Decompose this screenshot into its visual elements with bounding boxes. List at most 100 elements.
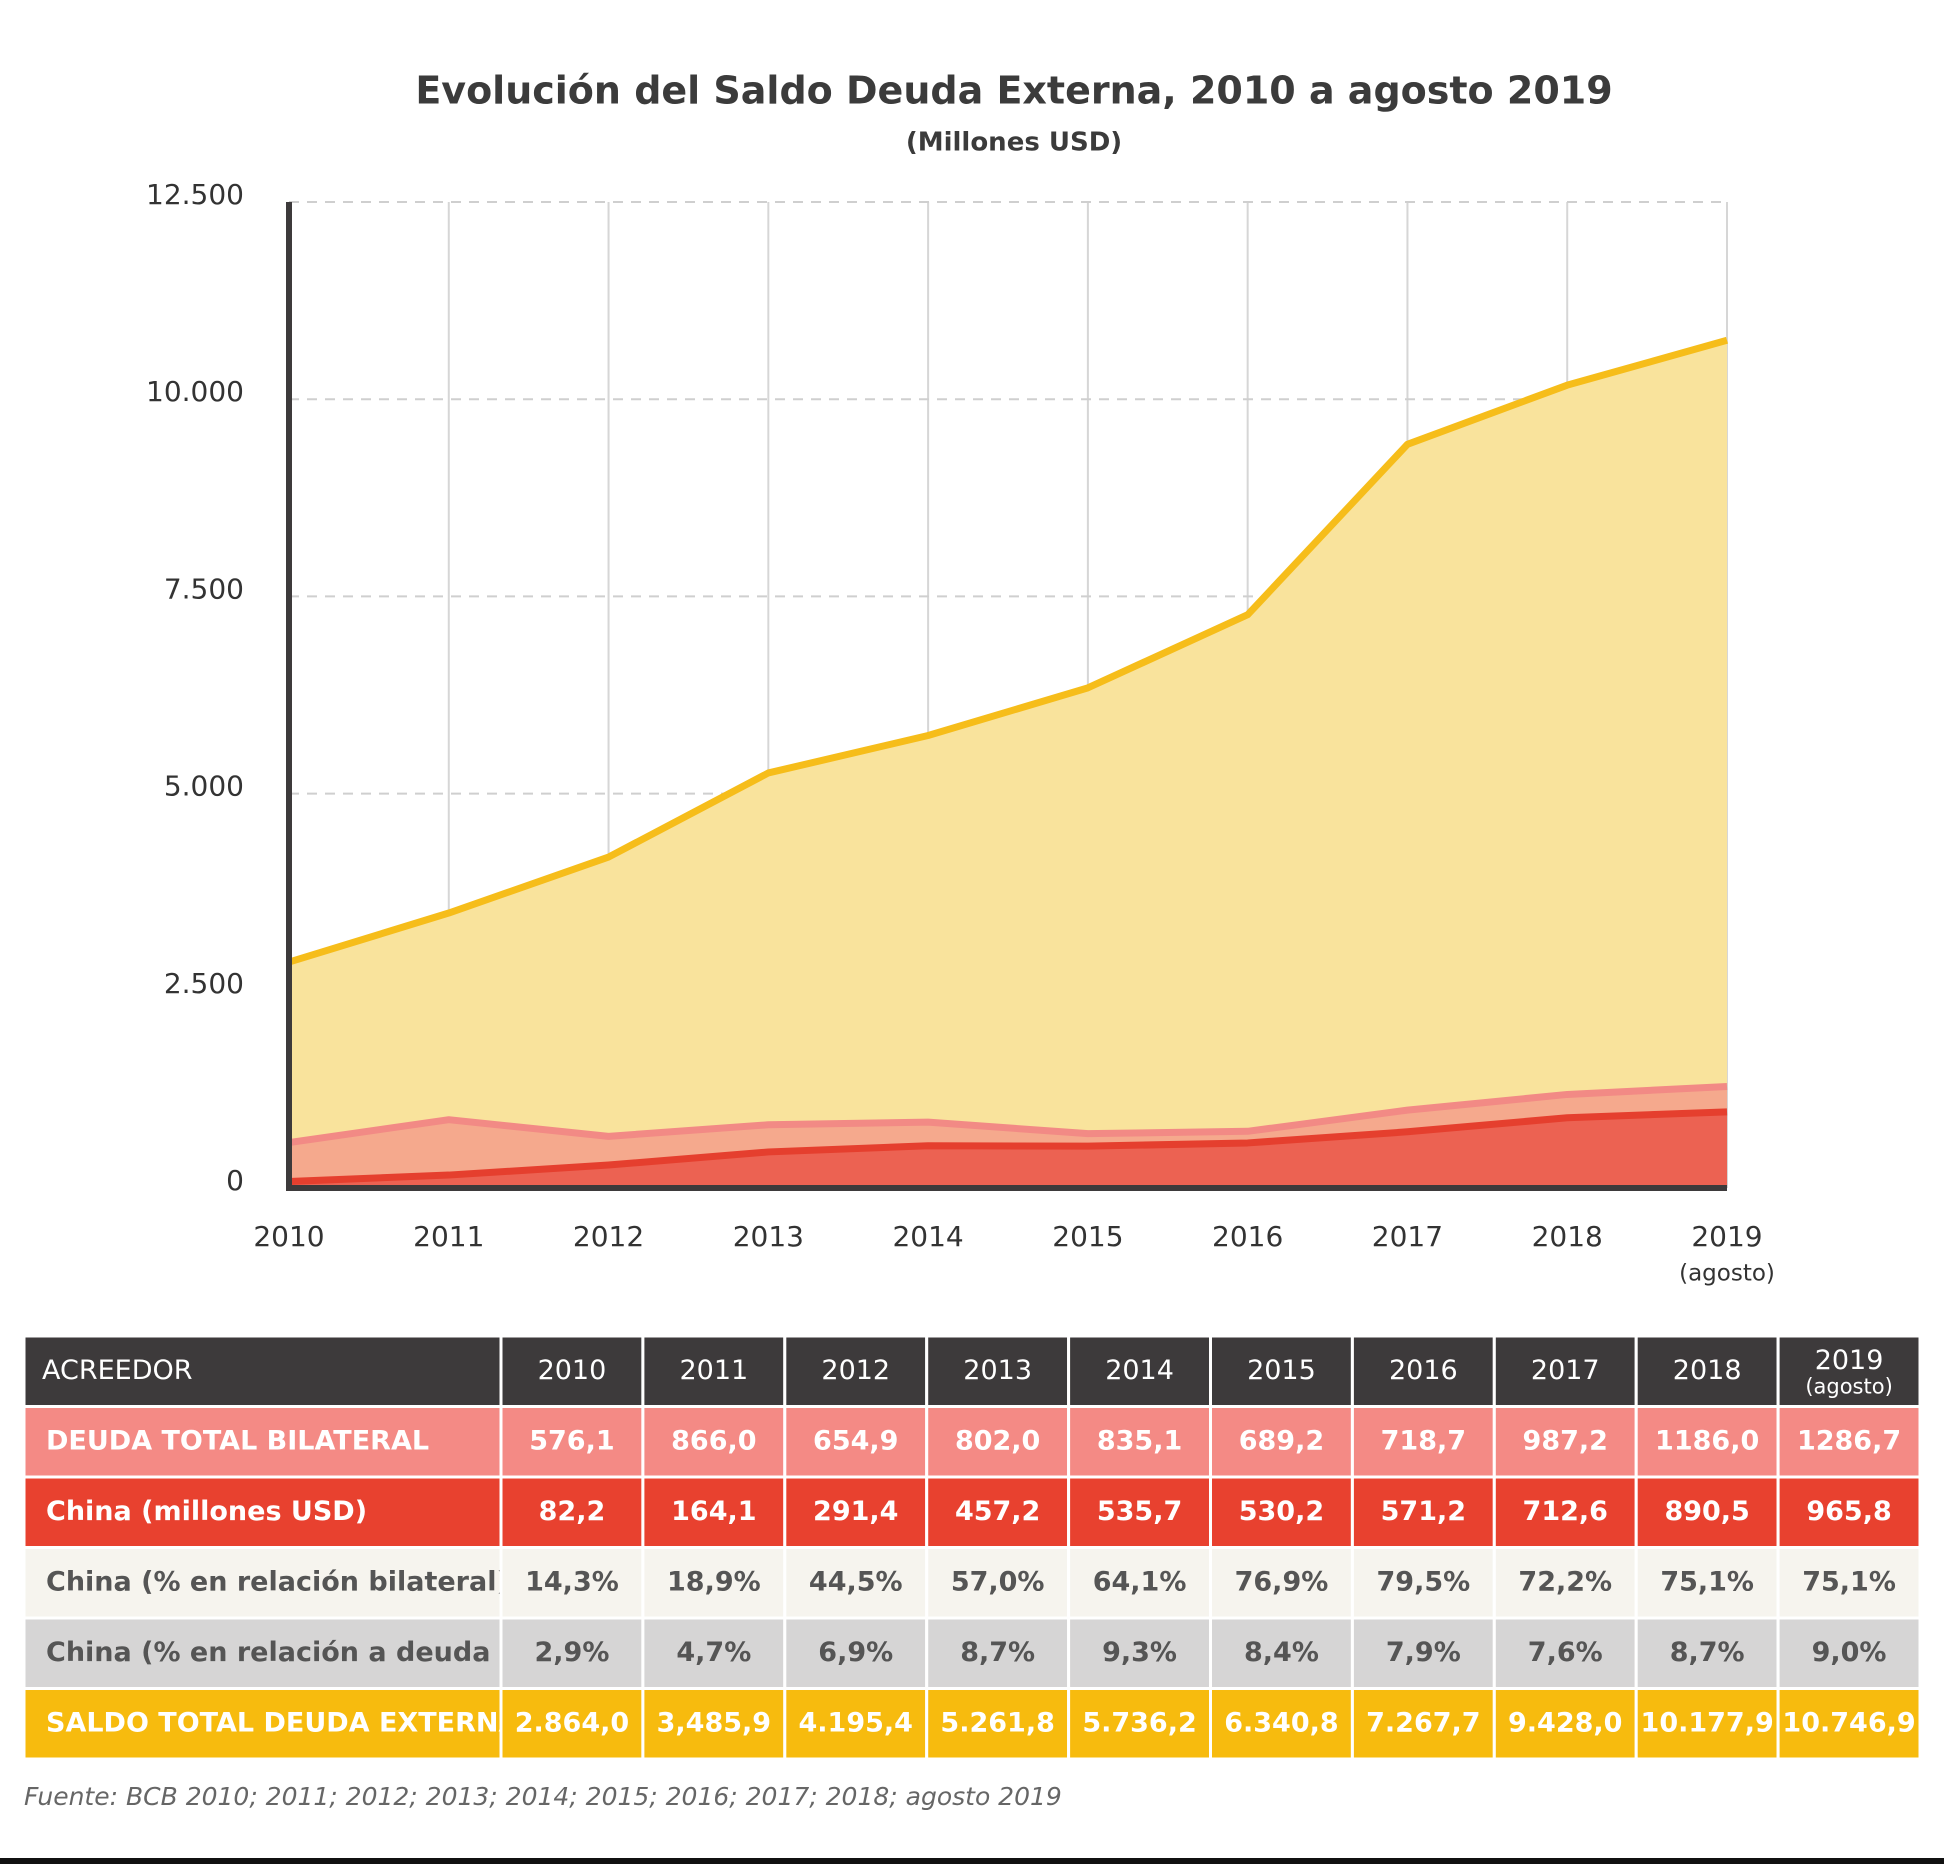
table-cell-text: 965,8 (1806, 1496, 1891, 1527)
table-cell-text: 79,5% (1377, 1566, 1471, 1597)
table-cell (1350, 1475, 1496, 1549)
table-cell-text: 57,0% (951, 1566, 1045, 1597)
table-cell-text: 5.736,2 (1082, 1707, 1196, 1738)
table-header: ACREEDOR (42, 1355, 193, 1386)
x-tick-label: 2015 (1052, 1220, 1123, 1253)
table-header: 2016 (1389, 1355, 1458, 1386)
chart-title: Evolución del Saldo Deuda Externa, 2010 … (415, 69, 1612, 113)
table-header: 2013 (963, 1355, 1032, 1386)
line (288, 1083, 1728, 1147)
table-cell (783, 1616, 929, 1690)
table-cell-text: 75,1% (1802, 1566, 1896, 1597)
table-cell (499, 1687, 645, 1761)
y-tick-label: 0 (226, 1164, 244, 1197)
x-tick-label: 2011 (413, 1220, 484, 1253)
table-cell-text: 802,0 (955, 1425, 1040, 1456)
table-header: 2014 (1105, 1355, 1174, 1386)
table-cell-text: 987,2 (1523, 1425, 1608, 1456)
table-cell-text: 835,1 (1097, 1425, 1182, 1456)
source: Fuente: BCB 2010; 2011; 2012; 2013; 2014… (24, 1782, 1062, 1811)
table-cell-text: 571,2 (1381, 1496, 1466, 1527)
table-cell-text: 1286,7 (1797, 1425, 1901, 1456)
table-cell (1776, 1405, 1922, 1479)
chart-subtitle: (Millones USD) (906, 128, 1122, 158)
table-cell (1492, 1546, 1638, 1620)
table-cell-text: China (% en relación a deuda total) (46, 1637, 584, 1668)
table-cell-text: 10.746,9 (1782, 1707, 1915, 1738)
x-tick-label: 2013 (733, 1220, 804, 1253)
table-cell-text: 10.177,9 (1641, 1707, 1774, 1738)
table-cell-text: 6,9% (818, 1637, 893, 1668)
table-cell-text: 82,2 (539, 1496, 606, 1527)
table-cell (1209, 1405, 1354, 1479)
table-cell-text: 64,1% (1093, 1566, 1187, 1597)
table-cell (1209, 1475, 1354, 1549)
x-tick-label: 2014 (892, 1220, 963, 1253)
table-cell-text: 718,7 (1381, 1425, 1466, 1456)
table-cell-text: 7,9% (1386, 1637, 1461, 1668)
table-cell (783, 1405, 929, 1479)
table-cell-text: 8,4% (1244, 1637, 1319, 1668)
table-cell (1776, 1546, 1922, 1620)
table-cell-text: 530,2 (1239, 1496, 1324, 1527)
table-cell-text: 5.261,8 (940, 1707, 1054, 1738)
table-cell-text: 164,1 (671, 1496, 756, 1527)
table-header: 2018 (1673, 1355, 1742, 1386)
table-cell-text: 9,3% (1102, 1637, 1177, 1668)
x-tick-label: 2017 (1372, 1220, 1443, 1253)
table-cell-text: 1186,0 (1655, 1425, 1759, 1456)
table-cell-text: 654,9 (813, 1425, 898, 1456)
table-cell (1776, 1687, 1922, 1761)
table-header: 2010 (538, 1355, 607, 1386)
table-header: 2011 (679, 1355, 748, 1386)
y-tick-label: 12.500 (146, 178, 244, 211)
table-cell-text: 712,6 (1523, 1496, 1608, 1527)
line (287, 336, 1728, 966)
table-cell-text: SALDO TOTAL DEUDA EXTERNA (46, 1707, 520, 1738)
y-tick-label: 10.000 (146, 375, 244, 408)
x-tick-label: 2012 (573, 1220, 644, 1253)
table-cell-text: 535,7 (1097, 1496, 1182, 1527)
table-header: 2017 (1531, 1355, 1600, 1386)
table-cell-text: 689,2 (1239, 1425, 1324, 1456)
table-cell-text: 72,2% (1518, 1566, 1612, 1597)
table-cell-text: DEUDA TOTAL BILATERAL (46, 1425, 429, 1456)
bottom-rule (0, 1858, 1944, 1864)
area (289, 340, 1727, 1188)
table-cell (22, 1405, 503, 1479)
table-cell-text: China (% en relación bilateral) (46, 1566, 509, 1597)
table-cell-text: 9.428,0 (1508, 1707, 1622, 1738)
table-header: 2012 (821, 1355, 890, 1386)
table-cell (1634, 1334, 1780, 1408)
table-cell (1776, 1334, 1922, 1408)
table-cell-text: China (millones USD) (46, 1496, 367, 1527)
table-cell-text: 576,1 (529, 1425, 614, 1456)
table-cell (1776, 1475, 1922, 1549)
table-cell-text: 76,9% (1235, 1566, 1329, 1597)
x-tick-label: 2016 (1212, 1220, 1283, 1253)
table-cell-text: 18,9% (667, 1566, 761, 1597)
table-cell (1067, 1334, 1212, 1408)
table-cell (925, 1475, 1071, 1549)
table-cell-text: 457,2 (955, 1496, 1040, 1527)
table-cell (1634, 1616, 1780, 1690)
table-cell-text: 4.195,4 (799, 1707, 913, 1738)
table-cell-text: 866,0 (671, 1425, 756, 1456)
table-cell (22, 1687, 503, 1761)
x-tick-note: (agosto) (1679, 1261, 1775, 1287)
table-cell-text: 7.267,7 (1366, 1707, 1480, 1738)
x-tick-label: 2019 (1691, 1220, 1762, 1253)
table-cell (1492, 1475, 1638, 1549)
table-cell-text: 8,7% (1670, 1637, 1745, 1668)
table-cell (783, 1334, 929, 1408)
table-cell-text: 7,6% (1528, 1637, 1603, 1668)
table-cell (925, 1616, 1071, 1690)
table-cell (641, 1687, 787, 1761)
y-tick-label: 7.500 (164, 572, 244, 605)
table-cell (1776, 1616, 1922, 1690)
y-tick-label: 5.000 (164, 770, 244, 803)
table-cell (22, 1475, 503, 1549)
line (288, 1108, 1728, 1186)
table-cell (1067, 1687, 1212, 1761)
